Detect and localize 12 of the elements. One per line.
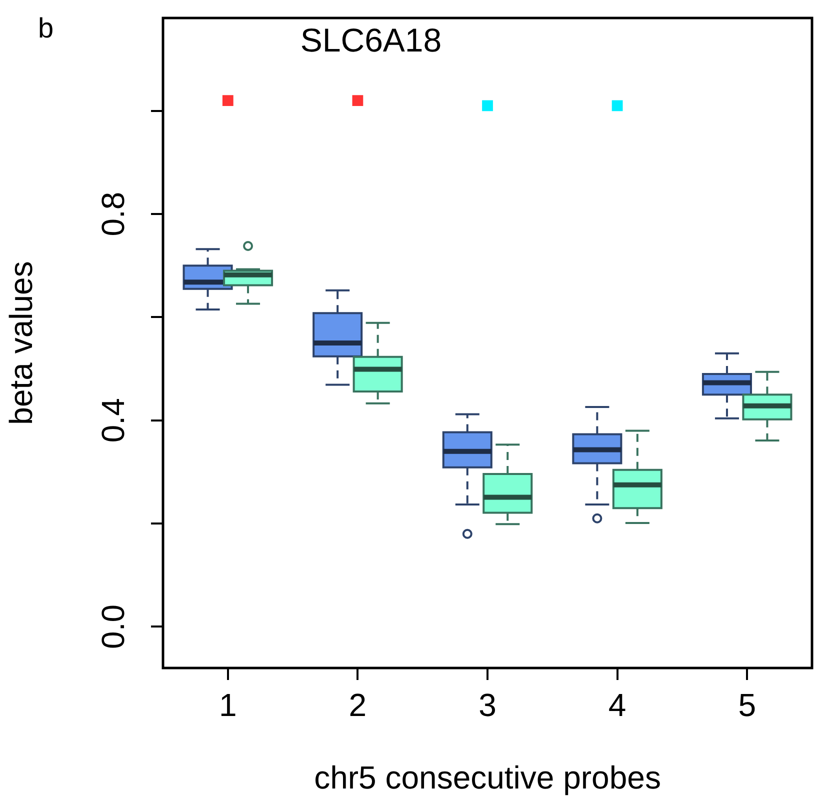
x-tick-label: 1 xyxy=(219,687,237,724)
x-axis-title: chr5 consecutive probes xyxy=(314,760,661,796)
y-tick-label: 0.0 xyxy=(94,604,131,649)
text: b xyxy=(38,12,54,44)
y-tick-label: 0.4 xyxy=(94,398,131,443)
y-axis-title: beta values xyxy=(3,261,40,425)
y-tick-label: 0.8 xyxy=(94,192,131,236)
x-tick-label: 2 xyxy=(348,687,367,724)
x-tick-label: 3 xyxy=(478,687,496,724)
x-tick-label: 5 xyxy=(738,687,756,724)
chart-title: SLC6A18 xyxy=(300,22,442,59)
x-tick-label: 4 xyxy=(608,687,626,724)
